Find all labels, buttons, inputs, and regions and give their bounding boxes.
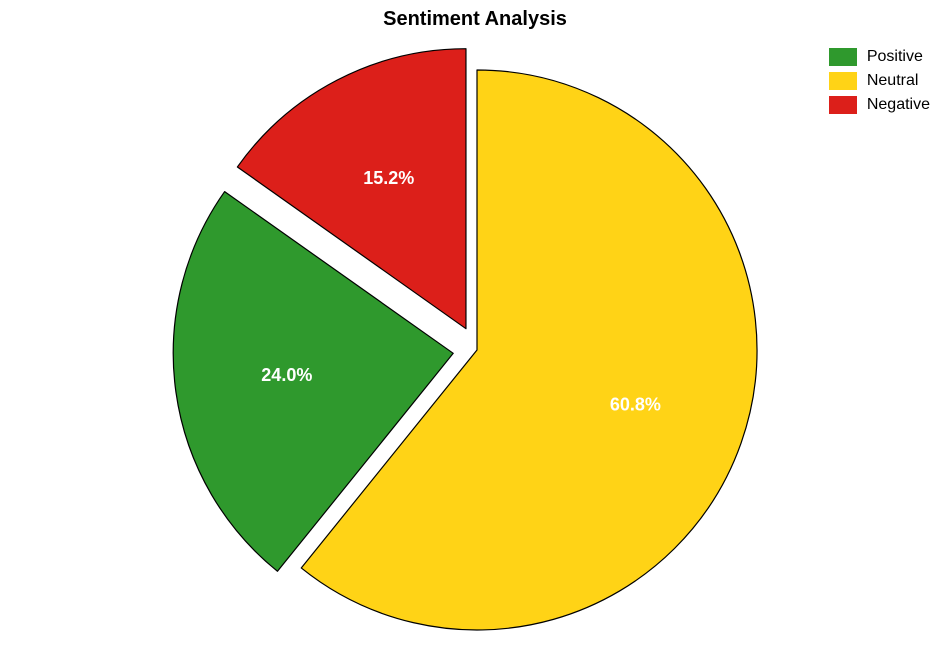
- legend-swatch: [829, 48, 857, 66]
- legend-swatch: [829, 96, 857, 114]
- legend-label: Neutral: [867, 72, 919, 90]
- legend: Positive Neutral Negative: [829, 48, 930, 120]
- legend-item: Negative: [829, 96, 930, 114]
- slice-label-positive: 24.0%: [261, 365, 312, 385]
- legend-item: Positive: [829, 48, 930, 66]
- chart-container: Sentiment Analysis 15.2%24.0%60.8% Posit…: [0, 0, 950, 662]
- legend-label: Positive: [867, 48, 923, 66]
- pie-chart: 15.2% 24.0% 60.8%: [0, 0, 950, 662]
- slice-label-neutral: 60.8%: [610, 395, 661, 415]
- legend-swatch: [829, 72, 857, 90]
- legend-item: Neutral: [829, 72, 930, 90]
- legend-label: Negative: [867, 96, 930, 114]
- slice-label-negative: 15.2%: [363, 168, 414, 188]
